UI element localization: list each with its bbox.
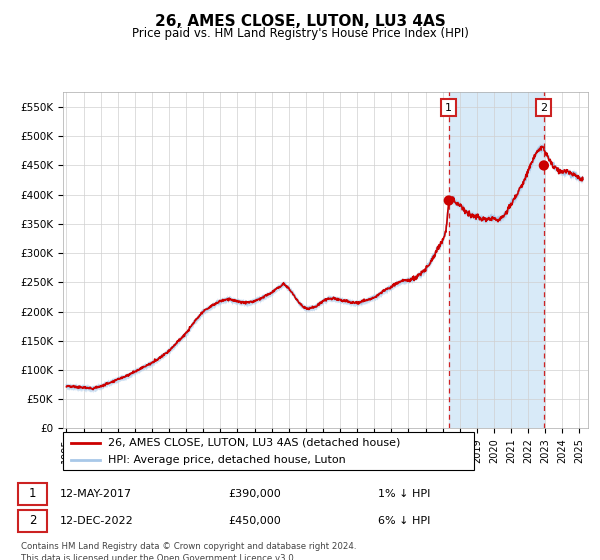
Text: 26, AMES CLOSE, LUTON, LU3 4AS (detached house): 26, AMES CLOSE, LUTON, LU3 4AS (detached… [108, 438, 401, 448]
Text: 2: 2 [541, 102, 547, 113]
Text: 6% ↓ HPI: 6% ↓ HPI [378, 516, 430, 526]
Text: 2: 2 [29, 514, 36, 528]
Text: Contains HM Land Registry data © Crown copyright and database right 2024.
This d: Contains HM Land Registry data © Crown c… [21, 542, 356, 560]
Point [539, 161, 548, 170]
Text: 26, AMES CLOSE, LUTON, LU3 4AS: 26, AMES CLOSE, LUTON, LU3 4AS [155, 14, 445, 29]
Text: Price paid vs. HM Land Registry's House Price Index (HPI): Price paid vs. HM Land Registry's House … [131, 27, 469, 40]
Text: £390,000: £390,000 [228, 489, 281, 499]
Bar [449, 92, 544, 428]
Text: £450,000: £450,000 [228, 516, 281, 526]
Text: HPI: Average price, detached house, Luton: HPI: Average price, detached house, Luto… [108, 455, 346, 465]
Text: 1% ↓ HPI: 1% ↓ HPI [378, 489, 430, 499]
Text: 1: 1 [29, 487, 36, 501]
Text: 12-DEC-2022: 12-DEC-2022 [60, 516, 134, 526]
Point [444, 196, 454, 205]
Text: 12-MAY-2017: 12-MAY-2017 [60, 489, 132, 499]
Text: 1: 1 [445, 102, 452, 113]
FancyBboxPatch shape [63, 432, 474, 470]
